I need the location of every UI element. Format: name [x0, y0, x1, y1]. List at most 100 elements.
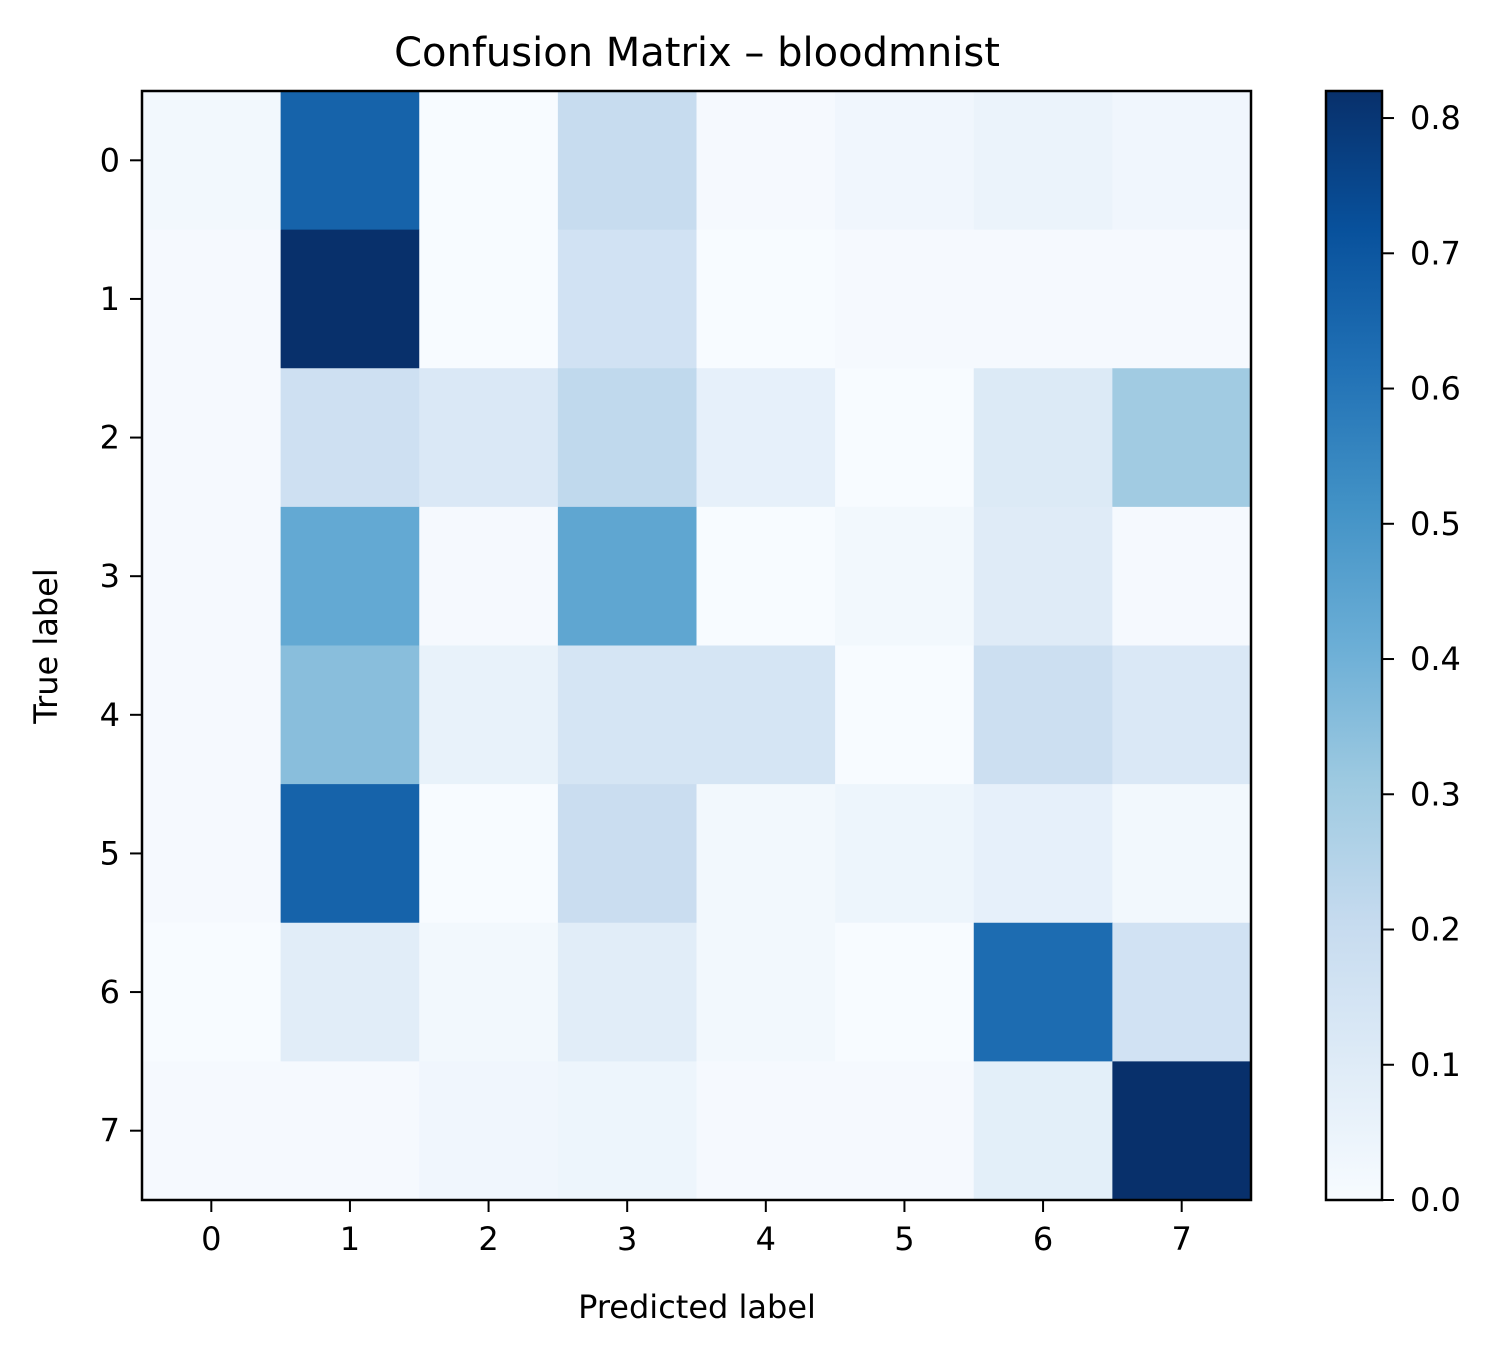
heatmap-cell [1112, 368, 1252, 508]
heatmap-cell [696, 922, 836, 1062]
heatmap-cells [142, 91, 1252, 1201]
heatmap-cell [1112, 1061, 1252, 1201]
colorbar-ticks: 0.0 0.1 0.2 0.3 0.4 0.5 0.6 0.7 0.8 [1382, 99, 1461, 1219]
x-axis-label: Predicted label [578, 1288, 816, 1326]
heatmap-cell [142, 784, 282, 924]
x-tick-label: 5 [894, 1220, 914, 1258]
heatmap-cell [419, 784, 559, 924]
heatmap-cell [557, 229, 697, 369]
x-tick-label: 1 [340, 1220, 360, 1258]
heatmap-cell [142, 506, 282, 646]
heatmap-cell [1112, 506, 1252, 646]
heatmap-cell [557, 506, 697, 646]
heatmap-cell [280, 506, 420, 646]
heatmap-cell [557, 784, 697, 924]
colorbar-tick-label: 0.4 [1410, 640, 1461, 678]
heatmap-cell [280, 91, 420, 231]
heatmap-cell [419, 922, 559, 1062]
colorbar [1326, 91, 1382, 1200]
heatmap-cell [696, 368, 836, 508]
x-tick-label: 2 [478, 1220, 498, 1258]
colorbar-tick-label: 0.0 [1410, 1181, 1461, 1219]
y-tick-label: 6 [100, 973, 120, 1011]
colorbar-tick-label: 0.5 [1410, 505, 1461, 543]
y-tick-label: 2 [100, 419, 120, 457]
heatmap-cell [973, 91, 1113, 231]
heatmap-cell [696, 506, 836, 646]
heatmap-cell [835, 91, 975, 231]
y-tick-label: 3 [100, 557, 120, 595]
y-tick-label: 5 [100, 834, 120, 872]
heatmap-cell [557, 368, 697, 508]
heatmap-cell [973, 784, 1113, 924]
heatmap-cell [835, 506, 975, 646]
colorbar-tick-label: 0.7 [1410, 234, 1461, 272]
heatmap-cell [419, 91, 559, 231]
heatmap-cell [142, 368, 282, 508]
heatmap-cell [1112, 645, 1252, 785]
heatmap-cell [280, 784, 420, 924]
heatmap-cell [142, 1061, 282, 1201]
heatmap-cell [419, 368, 559, 508]
heatmap-cell [280, 922, 420, 1062]
heatmap-cell [280, 368, 420, 508]
y-axis-label: True label [27, 568, 65, 725]
heatmap-cell [280, 229, 420, 369]
heatmap-cell [835, 645, 975, 785]
heatmap-cell [1112, 784, 1252, 924]
heatmap-cell [557, 922, 697, 1062]
chart-title: Confusion Matrix – bloodmnist [394, 30, 1000, 76]
heatmap-cell [696, 229, 836, 369]
x-tick-label: 6 [1033, 1220, 1053, 1258]
y-tick-label: 0 [100, 141, 120, 179]
heatmap-cell [419, 1061, 559, 1201]
heatmap-cell [835, 229, 975, 369]
x-tick-label: 7 [1172, 1220, 1192, 1258]
heatmap-cell [973, 368, 1113, 508]
x-tick-label: 0 [201, 1220, 221, 1258]
y-tick-label: 7 [100, 1112, 120, 1150]
heatmap-cell [557, 91, 697, 231]
heatmap-cell [419, 645, 559, 785]
x-tick-label: 4 [756, 1220, 776, 1258]
heatmap-cell [973, 229, 1113, 369]
heatmap-cell [696, 784, 836, 924]
heatmap-cell [280, 645, 420, 785]
heatmap-cell [835, 368, 975, 508]
heatmap-cell [1112, 91, 1252, 231]
heatmap-cell [142, 229, 282, 369]
heatmap-cell [835, 922, 975, 1062]
heatmap-cell [973, 1061, 1113, 1201]
heatmap-cell [835, 1061, 975, 1201]
y-tick-label: 1 [100, 280, 120, 318]
y-tick-label: 4 [100, 696, 120, 734]
colorbar-tick-label: 0.6 [1410, 370, 1461, 408]
heatmap-cell [973, 922, 1113, 1062]
heatmap-cell [557, 1061, 697, 1201]
colorbar-tick-label: 0.3 [1410, 775, 1461, 813]
heatmap-cell [973, 506, 1113, 646]
heatmap-cell [419, 229, 559, 369]
colorbar-tick-label: 0.8 [1410, 99, 1461, 137]
colorbar-tick-label: 0.2 [1410, 911, 1461, 949]
heatmap-cell [973, 645, 1113, 785]
x-axis-ticks: 0 1 2 3 4 5 6 7 [201, 1200, 1192, 1258]
colorbar-frame [1324, 89, 1384, 1202]
heatmap-cell [142, 645, 282, 785]
heatmap-cell [696, 645, 836, 785]
heatmap-cell [835, 784, 975, 924]
heatmap-cell [142, 91, 282, 231]
heatmap-cell [1112, 229, 1252, 369]
colorbar-tick-label: 0.1 [1410, 1046, 1461, 1084]
heatmap-cell [1112, 922, 1252, 1062]
heatmap-cell [696, 91, 836, 231]
y-axis-ticks: 0 1 2 3 4 5 6 7 [100, 141, 142, 1150]
heatmap-cell [557, 645, 697, 785]
heatmap-cell [696, 1061, 836, 1201]
x-tick-label: 3 [617, 1220, 637, 1258]
heatmap-cell [142, 922, 282, 1062]
heatmap-cell [280, 1061, 420, 1201]
plot-frame [140, 89, 1253, 1202]
heatmap-cell [419, 506, 559, 646]
